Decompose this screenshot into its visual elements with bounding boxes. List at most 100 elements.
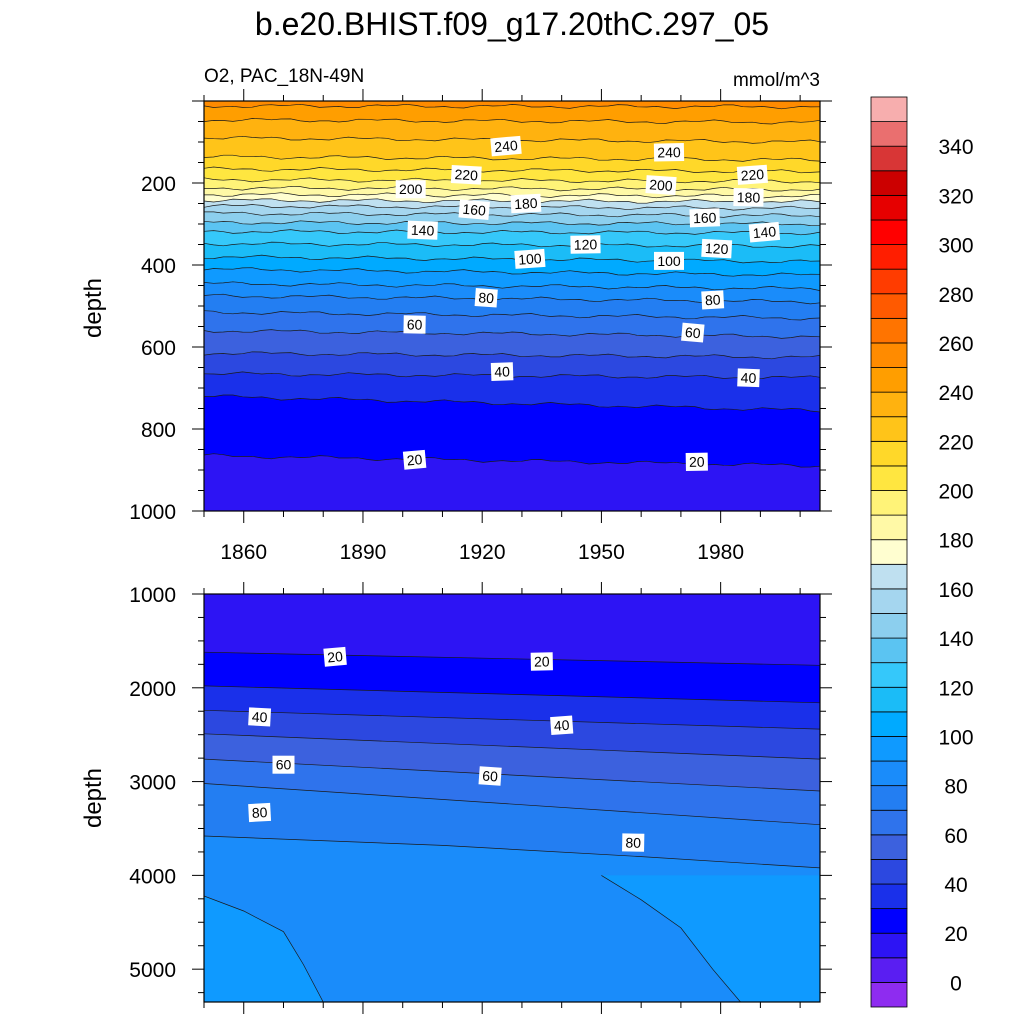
contour-label-bg xyxy=(510,193,542,214)
contour-label-text: 40 xyxy=(740,370,756,387)
colorbar-tick-label: 40 xyxy=(944,874,967,897)
contour-label-text: 80 xyxy=(625,834,641,850)
colorbar-box xyxy=(870,613,908,639)
lower-panel: 20 20 40 40 60 60 80 80 1000 2000 3000 4000 5000 xyxy=(129,582,832,1014)
contour-line xyxy=(204,103,820,110)
contour-line xyxy=(204,177,820,184)
contour-line xyxy=(204,651,820,666)
colorbar-box xyxy=(870,859,908,885)
contour-label: 80 xyxy=(474,288,498,308)
contour-line xyxy=(204,166,820,174)
contour-line xyxy=(204,835,820,869)
contour-label-text: 20 xyxy=(406,451,423,468)
colorbar-box xyxy=(870,539,908,565)
y-tick-label: 3000 xyxy=(129,772,176,795)
colorbar-box xyxy=(870,662,908,688)
contour-label-bg xyxy=(701,238,733,259)
colorbar-tick-label: 320 xyxy=(938,185,973,208)
contour-label: 100 xyxy=(514,248,546,269)
contour-line xyxy=(204,229,820,236)
colorbar-tick-label: 100 xyxy=(938,726,973,749)
contour-label-text: 40 xyxy=(553,717,570,734)
colorbar-box xyxy=(870,809,908,836)
units-label: mmol/m^3 xyxy=(733,70,820,91)
colorbar-tick-label: 140 xyxy=(938,628,973,651)
contour-label-bg xyxy=(514,248,546,269)
contour-label-text: 220 xyxy=(740,166,765,184)
contour-label-text: 80 xyxy=(251,804,268,821)
colorbar-box xyxy=(870,686,908,713)
contour-label-bg xyxy=(736,164,768,185)
contour-label-bg xyxy=(681,322,705,343)
y-tick-label: 1000 xyxy=(129,584,176,607)
contour-label-text: 60 xyxy=(407,316,423,332)
contour-label-bg xyxy=(450,165,482,185)
colorbar-box xyxy=(870,588,908,614)
contour-line xyxy=(204,394,820,413)
lower-y-axis-title: depth xyxy=(80,768,107,828)
contour-line xyxy=(204,733,820,760)
contour-label-bg xyxy=(685,452,708,471)
x-tick-label: 1890 xyxy=(340,541,387,564)
colorbar-box xyxy=(870,760,908,787)
contour-label: 140 xyxy=(748,221,781,243)
contour-line xyxy=(204,310,820,321)
colorbar-box xyxy=(870,834,908,860)
colorbar-tick-label: 60 xyxy=(944,825,967,848)
contour-line xyxy=(204,254,820,264)
left-string: O2, PAC_18N-49N xyxy=(204,66,364,87)
colorbar-box xyxy=(870,908,908,934)
contour-label-bg xyxy=(407,220,438,240)
contour-line xyxy=(204,281,820,291)
contour-label-bg xyxy=(474,288,498,308)
contour-label-text: 140 xyxy=(752,223,777,241)
contour-band xyxy=(204,395,820,468)
contour-label: 120 xyxy=(701,238,733,259)
contour-line xyxy=(204,118,820,125)
colorbar-tick-label: 260 xyxy=(938,333,973,356)
colorbar-box xyxy=(870,514,908,541)
y-tick-label: 400 xyxy=(141,255,176,278)
colorbar-box xyxy=(870,219,908,245)
contour-label-text: 20 xyxy=(689,454,705,470)
contour-label: 40 xyxy=(550,715,574,736)
x-tick-label: 1950 xyxy=(578,541,625,564)
colorbar-tick-label: 300 xyxy=(938,235,973,258)
x-tick-label: 1980 xyxy=(697,541,744,564)
contour-label: 20 xyxy=(323,646,347,667)
contour-label: 60 xyxy=(272,755,295,774)
colorbar-box xyxy=(870,96,908,122)
colorbar-box xyxy=(870,170,908,196)
colorbar-box xyxy=(870,785,908,811)
contour-label-bg xyxy=(402,449,427,470)
contour-label-text: 240 xyxy=(494,137,519,155)
contour-line xyxy=(204,267,820,277)
contour-line xyxy=(204,453,820,468)
colorbar-box xyxy=(870,194,908,221)
contour-label: 200 xyxy=(395,180,426,199)
contour-label: 60 xyxy=(478,766,502,786)
contour-label: 100 xyxy=(654,251,684,270)
contour-line xyxy=(204,154,820,162)
colorbar-box xyxy=(870,637,908,664)
contour-line xyxy=(204,709,820,730)
colorbar-tick-label: 340 xyxy=(938,136,973,159)
colorbar-box xyxy=(870,563,908,590)
contour-label-text: 60 xyxy=(276,757,292,773)
contour-label-bg xyxy=(490,135,522,157)
contour-label-bg xyxy=(248,802,272,823)
contour-label-bg xyxy=(395,180,426,199)
contour-label-bg xyxy=(689,208,721,228)
contour-label-text: 160 xyxy=(693,209,717,226)
contour-label: 60 xyxy=(403,315,426,334)
colorbar-box xyxy=(870,317,908,344)
colorbar-box xyxy=(870,490,908,516)
colorbar-tick-label: 280 xyxy=(938,284,973,307)
contour-band xyxy=(204,453,820,511)
colorbar-box xyxy=(870,342,908,368)
contour-label: 80 xyxy=(622,833,645,852)
colorbar-box xyxy=(870,244,908,270)
x-tick-label: 1920 xyxy=(459,541,506,564)
contour-label-bg xyxy=(323,646,347,667)
contour-line xyxy=(204,351,820,360)
